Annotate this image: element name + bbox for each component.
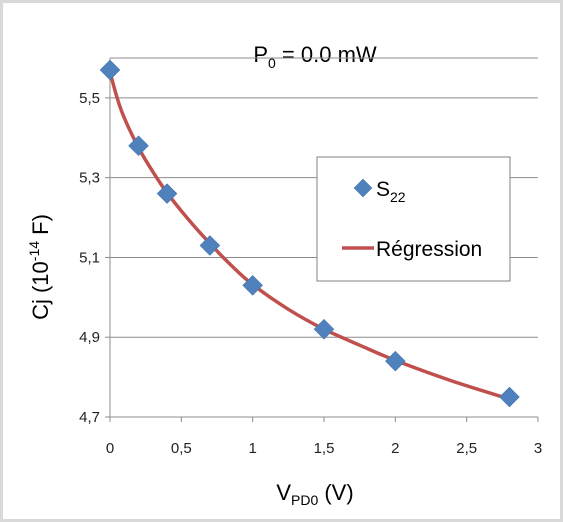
y-tick-labels: 4,7 4,9 5,1 5,3 5,5 [79, 90, 100, 426]
regression-line [108, 70, 512, 401]
x-tick-label: 1,5 [314, 440, 335, 457]
legend-box [316, 156, 511, 282]
y-tick-label: 5,1 [79, 249, 100, 266]
x-tick-label: 2,5 [456, 440, 477, 457]
legend-s22-label: S22 [376, 178, 406, 205]
x-tick-label: 0 [106, 440, 114, 457]
legend-s22-marker [353, 178, 373, 198]
chart-title: P0 = 0.0 mW [253, 42, 377, 71]
x-axis-label: VPD0 (V) [276, 480, 353, 508]
data-point-diamond [384, 350, 406, 372]
x-tick-label: 1 [248, 440, 256, 457]
legend-regression-label: Régression [376, 238, 482, 261]
y-tick-label: 4,7 [79, 409, 100, 426]
y-axis-label: Cj (10-14 F) [26, 214, 53, 320]
x-tick-label: 2 [391, 440, 399, 457]
data-point-diamond [499, 386, 520, 408]
y-tick-label: 4,9 [79, 329, 100, 346]
x-tick-label: 0,5 [171, 440, 192, 457]
data-point-diamond [128, 135, 149, 157]
data-point-diamond [242, 275, 264, 296]
axes [105, 58, 539, 422]
y-tick-label: 5,3 [79, 170, 100, 187]
legend: S22 Régression [316, 156, 511, 282]
data-point-diamond [156, 183, 178, 204]
data-point-diamond [199, 235, 221, 256]
data-point-diamond [313, 318, 335, 340]
x-tick-labels: 0 0,5 1 1,5 2 2,5 3 [106, 440, 542, 457]
data-point-diamond [99, 59, 121, 81]
x-tick-label: 3 [534, 440, 542, 457]
y-tick-label: 5,5 [79, 90, 100, 107]
regression-series [108, 70, 512, 401]
s22-series [99, 59, 520, 408]
